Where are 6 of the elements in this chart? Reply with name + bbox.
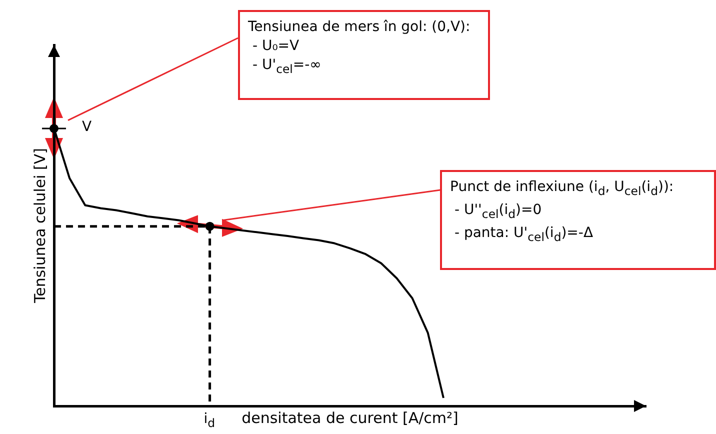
callout-box: Punct de inflexiune (i$_{d}$, U$_{cel}$(i$_{d}$)): - U''$_{cel}$(i$_{d}$)=0 - panta: U'$_{cel}$(i$_{d}$)=-Δ xyxy=(440,170,716,270)
callout-box: Tensiunea de mers în gol: (0,V): - U₀=V - U'$_{cel}$=-∞ xyxy=(238,10,490,100)
annotation: V xyxy=(82,119,92,136)
y-axis-title: Tensiunea celulei [V] xyxy=(30,148,49,304)
x-axis-title: densitatea de curent [A/cm²] xyxy=(242,408,458,427)
text: i$_{d}$ xyxy=(204,411,216,430)
